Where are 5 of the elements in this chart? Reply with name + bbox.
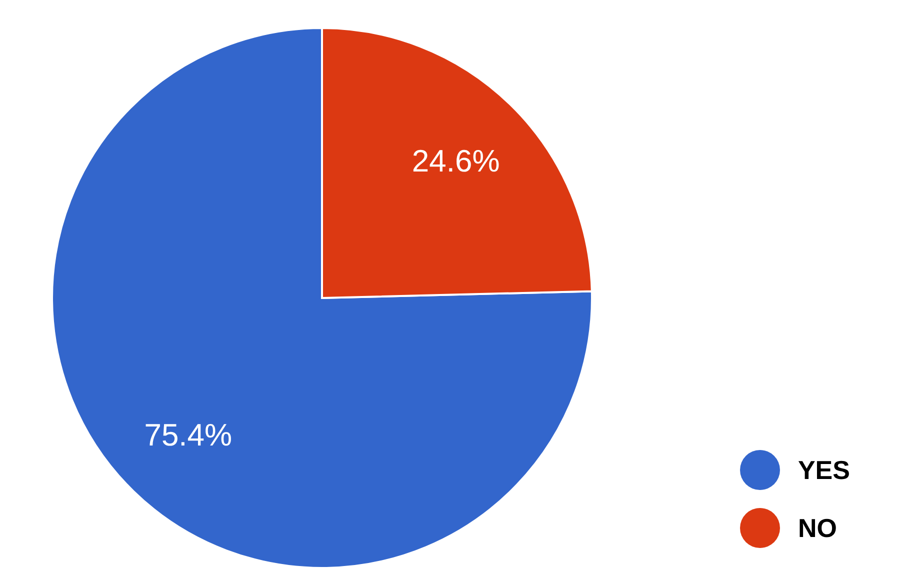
legend-label: NO <box>798 512 837 544</box>
legend-label: YES <box>798 454 850 486</box>
pie-slice <box>51 27 593 569</box>
data-label: 75.4% <box>144 418 232 453</box>
data-label: 24.6% <box>412 143 500 178</box>
